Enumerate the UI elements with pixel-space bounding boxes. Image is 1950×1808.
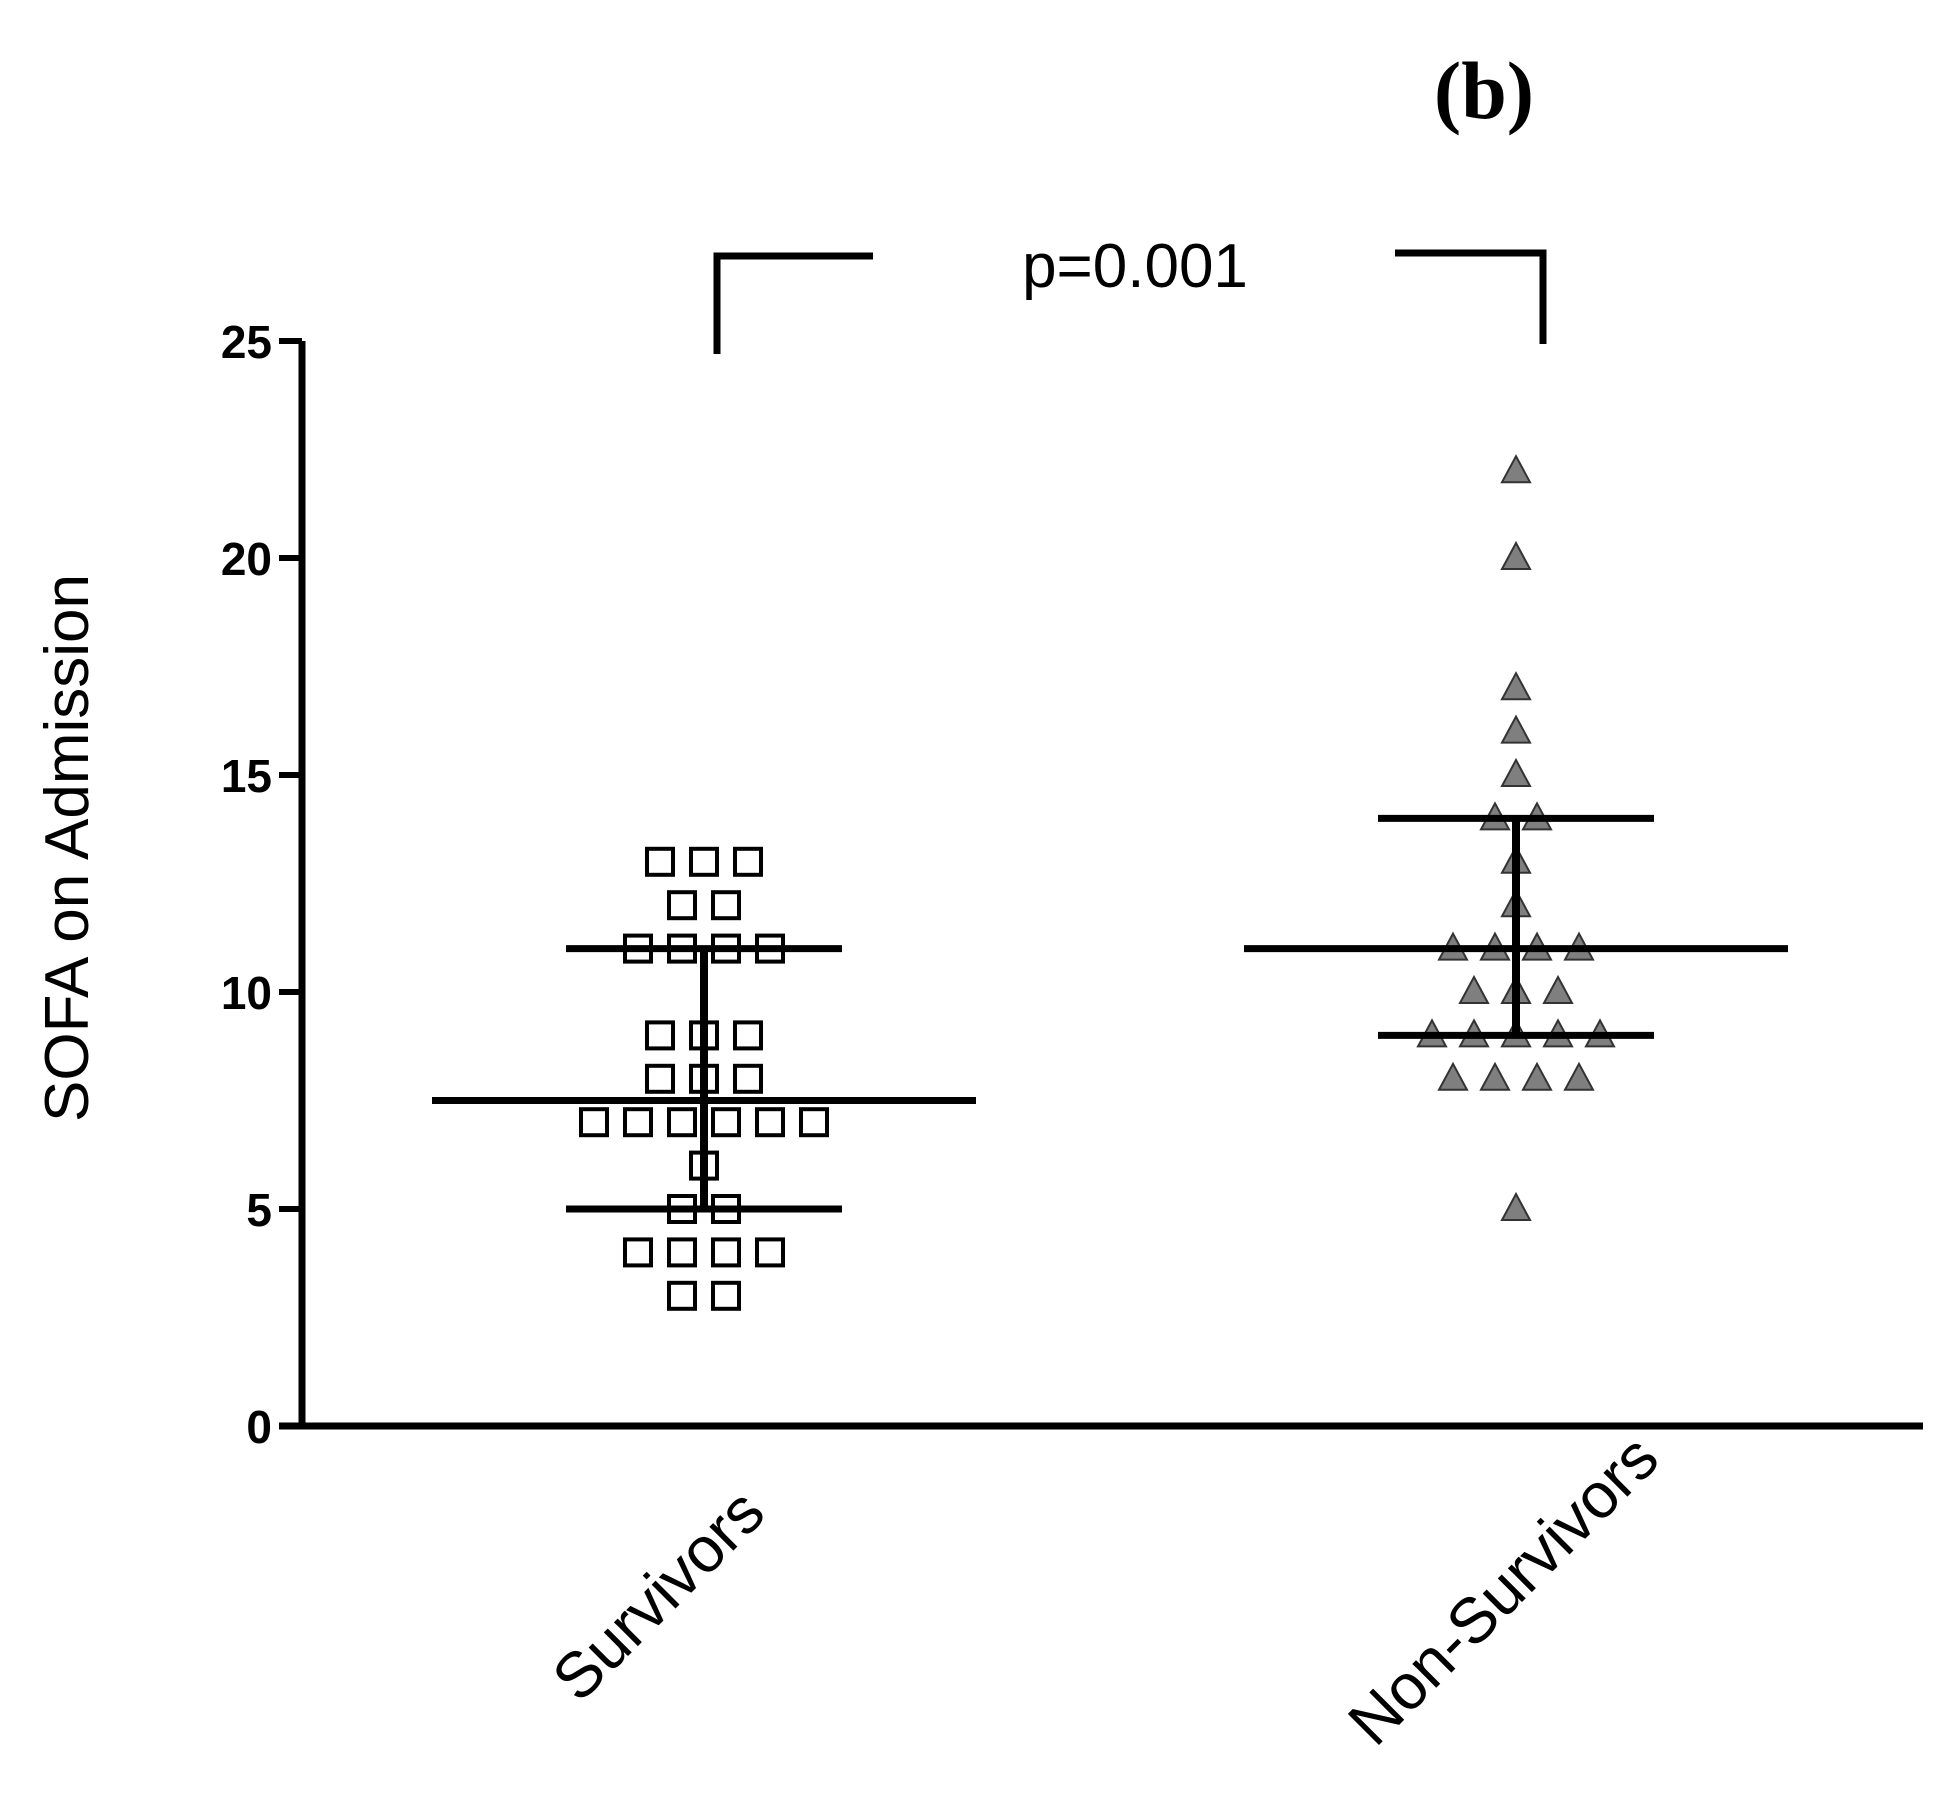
point-non-survivors-22-0 bbox=[1500, 454, 1532, 484]
point-survivors-7-5 bbox=[799, 1107, 829, 1138]
data-points bbox=[579, 454, 1616, 1311]
y-tick-label-20: 20 bbox=[221, 533, 272, 585]
p-value-label: p=0.001 bbox=[1022, 232, 1248, 301]
point-non-survivors-15-0 bbox=[1500, 757, 1532, 787]
point-survivors-3-1 bbox=[711, 1280, 741, 1311]
bracket-right bbox=[1395, 249, 1547, 344]
y-tick-label-0: 0 bbox=[246, 1401, 272, 1453]
point-survivors-7-0 bbox=[579, 1107, 609, 1138]
point-non-survivors-10-2 bbox=[1542, 974, 1574, 1004]
x-category-labels: Survivors Non-Survivors bbox=[538, 1421, 1672, 1759]
y-ticks: 0 5 10 15 20 25 bbox=[221, 316, 302, 1453]
point-survivors-9-0 bbox=[645, 1020, 675, 1051]
point-survivors-7-3 bbox=[711, 1107, 741, 1138]
point-survivors-7-4 bbox=[755, 1107, 785, 1138]
point-non-survivors-20-0 bbox=[1500, 540, 1532, 570]
point-survivors-4-1 bbox=[667, 1237, 697, 1268]
y-tick-label-15: 15 bbox=[221, 750, 272, 802]
point-non-survivors-5-0 bbox=[1500, 1191, 1532, 1221]
x-tick-label-non-survivors: Non-Survivors bbox=[1334, 1421, 1672, 1759]
point-non-survivors-8-2 bbox=[1521, 1061, 1553, 1091]
significance-bracket bbox=[713, 249, 1547, 354]
y-tick-label-25: 25 bbox=[221, 316, 272, 368]
point-non-survivors-17-0 bbox=[1500, 671, 1532, 701]
x-tick-label-survivors: Survivors bbox=[538, 1475, 778, 1715]
y-axis-title: SOFA on Admission bbox=[33, 574, 102, 1122]
point-survivors-12-1 bbox=[711, 890, 741, 921]
y-axis-group: 0 5 10 15 20 25 SOFA on Admission bbox=[33, 316, 306, 1453]
point-non-survivors-8-1 bbox=[1479, 1061, 1511, 1091]
point-survivors-8-2 bbox=[733, 1063, 763, 1094]
point-survivors-13-1 bbox=[689, 846, 719, 877]
y-tick-label-10: 10 bbox=[221, 967, 272, 1019]
point-survivors-3-0 bbox=[667, 1280, 697, 1311]
point-non-survivors-10-0 bbox=[1458, 974, 1490, 1004]
summary-lines bbox=[432, 814, 1788, 1213]
point-survivors-7-2 bbox=[667, 1107, 697, 1138]
point-survivors-7-1 bbox=[623, 1107, 653, 1138]
point-survivors-8-0 bbox=[645, 1063, 675, 1094]
point-non-survivors-8-0 bbox=[1437, 1061, 1469, 1091]
point-non-survivors-16-0 bbox=[1500, 714, 1532, 744]
point-survivors-12-0 bbox=[667, 890, 697, 921]
point-survivors-13-2 bbox=[733, 846, 763, 877]
panel-label: (b) bbox=[1434, 45, 1534, 136]
point-survivors-9-2 bbox=[733, 1020, 763, 1051]
point-non-survivors-8-3 bbox=[1563, 1061, 1595, 1091]
point-survivors-13-0 bbox=[645, 846, 675, 877]
point-survivors-4-3 bbox=[755, 1237, 785, 1268]
point-survivors-4-2 bbox=[711, 1237, 741, 1268]
point-survivors-4-0 bbox=[623, 1237, 653, 1268]
bracket-left bbox=[713, 252, 873, 354]
y-tick-label-5: 5 bbox=[246, 1184, 272, 1236]
